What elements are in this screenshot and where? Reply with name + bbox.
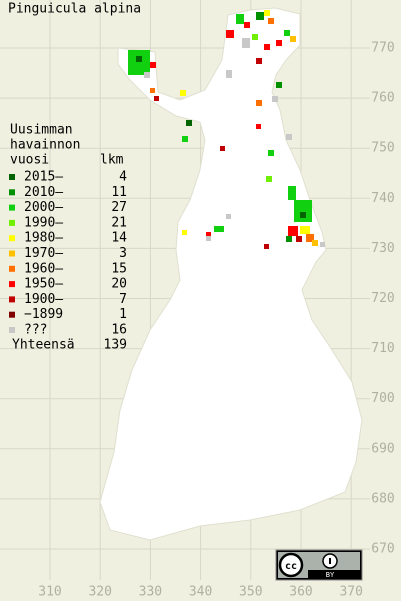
map-title: Pinguicula alpina xyxy=(8,2,141,17)
legend-count: 11 xyxy=(111,185,127,200)
legend-count: 21 xyxy=(111,215,127,230)
y-grid-label: 750 xyxy=(371,141,394,156)
y-grid-label: 680 xyxy=(371,491,394,506)
x-grid-label: 330 xyxy=(139,585,162,600)
legend-label: 2000– xyxy=(24,200,63,215)
legend-label: 1900– xyxy=(24,292,63,307)
x-grid-label: 320 xyxy=(88,585,111,600)
legend-count: 15 xyxy=(111,261,127,276)
legend-swatch xyxy=(9,296,15,303)
x-grid-label: 310 xyxy=(38,585,61,600)
y-grid-label: 700 xyxy=(371,391,394,406)
legend-label: 2010– xyxy=(24,185,63,200)
x-grid-label: 370 xyxy=(339,585,362,600)
legend-swatch xyxy=(9,281,15,288)
by-label: BY xyxy=(326,571,335,579)
legend-swatch xyxy=(9,265,15,272)
legend-swatch xyxy=(9,174,15,180)
finland-outline xyxy=(99,7,363,541)
legend-count: 16 xyxy=(111,323,127,338)
x-grid-label: 360 xyxy=(289,585,312,600)
y-grid-label: 730 xyxy=(371,241,394,256)
legend-header: havainnon xyxy=(10,138,80,153)
legend-swatch xyxy=(9,235,15,242)
legend-label: ??? xyxy=(24,323,47,338)
x-grid-label: 350 xyxy=(239,585,262,600)
license-badge: cc BY xyxy=(275,549,363,581)
cc-label: cc xyxy=(285,561,297,572)
legend-label: 1990– xyxy=(24,215,63,230)
legend-label: 1980– xyxy=(24,231,63,246)
legend-label: 1960– xyxy=(24,261,63,276)
legend-label: 1950– xyxy=(24,277,63,292)
y-grid-label: 770 xyxy=(371,41,394,56)
legend-count: 7 xyxy=(119,292,127,307)
legend-count: 1 xyxy=(119,307,127,322)
legend-count-header: lkm xyxy=(100,153,124,168)
legend-count: 3 xyxy=(119,246,127,261)
y-grid-label: 760 xyxy=(371,91,394,106)
y-grid-label: 720 xyxy=(371,291,394,306)
legend-label: 1970– xyxy=(24,246,63,261)
x-grid-label: 340 xyxy=(189,585,212,600)
legend-label: −1899 xyxy=(24,307,63,322)
legend-header: Uusimman xyxy=(10,123,73,138)
legend-label: 2015– xyxy=(24,170,63,185)
legend-swatch xyxy=(9,189,15,196)
legend-swatch xyxy=(9,327,15,333)
legend-swatch xyxy=(9,204,15,211)
legend-count: 4 xyxy=(119,170,127,185)
y-grid-label: 670 xyxy=(371,542,394,557)
observation-squares xyxy=(128,10,325,249)
legend-swatch xyxy=(9,311,15,318)
legend-count: 27 xyxy=(111,200,127,215)
legend-count: 14 xyxy=(111,231,127,246)
legend-swatch xyxy=(9,219,15,226)
legend-header: vuosi xyxy=(10,153,49,168)
y-grid-label: 740 xyxy=(371,191,394,206)
y-grid-label: 710 xyxy=(371,341,394,356)
legend-count: 20 xyxy=(111,277,127,292)
legend-total-label: Yhteensä xyxy=(12,338,75,353)
y-grid-label: 690 xyxy=(371,441,394,456)
legend-total: 139 xyxy=(104,338,127,353)
legend-swatch xyxy=(9,250,15,257)
